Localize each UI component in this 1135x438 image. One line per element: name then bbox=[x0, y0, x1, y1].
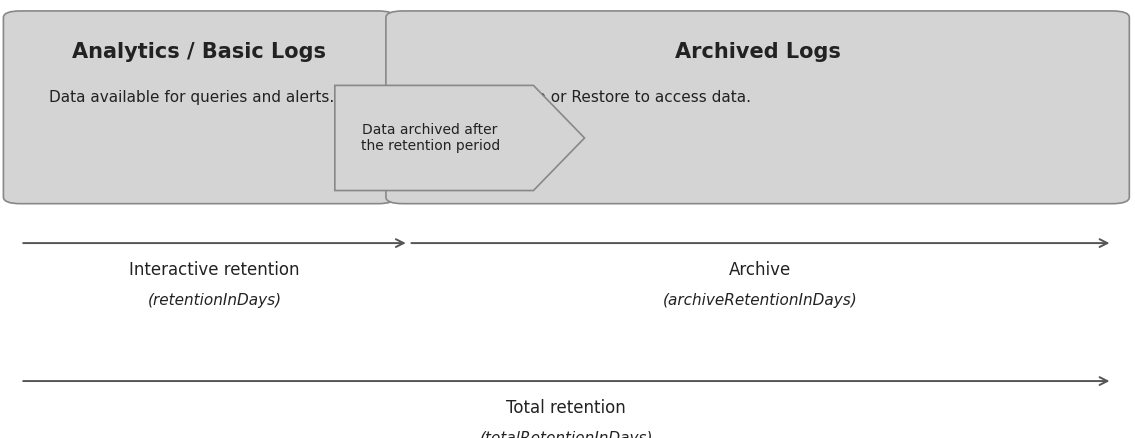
Text: Use Search Job or Restore to access data.: Use Search Job or Restore to access data… bbox=[431, 90, 751, 105]
Text: (retentionInDays): (retentionInDays) bbox=[148, 293, 281, 308]
Text: Archive: Archive bbox=[730, 261, 791, 279]
FancyBboxPatch shape bbox=[3, 11, 395, 204]
Text: (archiveRetentionInDays): (archiveRetentionInDays) bbox=[663, 293, 858, 308]
Text: Archived Logs: Archived Logs bbox=[674, 42, 841, 62]
Text: Interactive retention: Interactive retention bbox=[129, 261, 300, 279]
FancyBboxPatch shape bbox=[386, 11, 1129, 204]
Text: Data archived after
the retention period: Data archived after the retention period bbox=[361, 123, 499, 153]
Text: Total retention: Total retention bbox=[506, 399, 627, 417]
Text: Analytics / Basic Logs: Analytics / Basic Logs bbox=[73, 42, 326, 62]
Text: (totalRetentionInDays): (totalRetentionInDays) bbox=[480, 431, 653, 438]
Polygon shape bbox=[335, 85, 585, 191]
Text: Data available for queries and alerts.: Data available for queries and alerts. bbox=[49, 90, 334, 105]
